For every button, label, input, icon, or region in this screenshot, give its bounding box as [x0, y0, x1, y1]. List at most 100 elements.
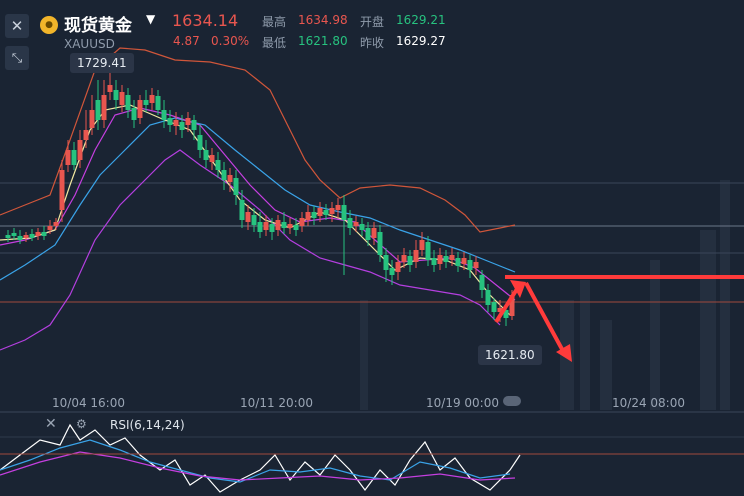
- symbol-code: XAUUSD: [64, 37, 115, 51]
- scroll-handle[interactable]: [503, 396, 521, 406]
- candle-body: [233, 178, 239, 195]
- rsi-14-line: [0, 439, 511, 483]
- candle-body: [485, 290, 491, 305]
- candle-body: [197, 135, 203, 150]
- candle-body: [113, 90, 119, 100]
- open-value: 1629.21: [396, 13, 446, 27]
- low-value: 1621.80: [298, 34, 348, 48]
- candle-body: [347, 218, 353, 228]
- candle-body: [83, 130, 89, 140]
- price-change: 4.87: [173, 34, 200, 48]
- candle-body: [359, 224, 365, 230]
- bollinger-lower-line: [0, 149, 501, 351]
- candle-body: [305, 212, 311, 220]
- candle-body: [299, 218, 305, 226]
- candle-body: [65, 150, 71, 165]
- candle-body: [23, 235, 29, 238]
- candle-body: [35, 232, 41, 236]
- candle-body: [269, 224, 275, 232]
- candle-body: [161, 110, 167, 120]
- candle-body: [449, 255, 455, 260]
- candle-body: [47, 226, 53, 230]
- candle-body: [377, 232, 383, 255]
- candle-body: [239, 200, 245, 220]
- fullscreen-toggle-button[interactable]: ⤡: [5, 46, 29, 70]
- candle-body: [395, 262, 401, 272]
- candle-body: [293, 225, 299, 230]
- candle-body: [41, 232, 47, 236]
- candle-body: [101, 95, 107, 120]
- candle-body: [53, 222, 59, 226]
- collapse-arrows-icon: ⤡: [11, 50, 23, 66]
- candle-body: [251, 215, 257, 225]
- candle-body: [131, 108, 137, 120]
- price-change-pct: 0.30%: [211, 34, 250, 48]
- red-annotation: [494, 275, 744, 362]
- chevron-down-icon[interactable]: ▼: [146, 12, 156, 26]
- candle-body: [431, 258, 437, 265]
- gold-logo-icon: ●: [40, 16, 58, 34]
- candle-body: [11, 233, 17, 236]
- instrument-title[interactable]: 现货黄金: [64, 16, 132, 36]
- candle-body: [17, 236, 23, 240]
- grid-lines: [0, 182, 744, 438]
- candle-body: [413, 250, 419, 262]
- background-decoration: [360, 180, 730, 410]
- candle-body: [173, 120, 179, 126]
- candle-body: [455, 258, 461, 266]
- max-price-tag: 1729.41: [70, 53, 134, 73]
- candle-body: [191, 120, 197, 130]
- candle-body: [215, 160, 221, 170]
- current-price: 1634.14: [172, 11, 239, 30]
- candle-body: [221, 170, 227, 180]
- low-label: 最低: [262, 36, 287, 50]
- candle-body: [461, 258, 467, 264]
- candle-body: [5, 235, 11, 238]
- candle-body: [209, 155, 215, 162]
- candle-body: [95, 100, 101, 120]
- high-value: 1634.98: [298, 13, 348, 27]
- ma-mid-line: [0, 107, 516, 301]
- candle-body: [473, 262, 479, 268]
- candle-body: [323, 210, 329, 215]
- candle-body: [137, 100, 143, 118]
- candle-body: [335, 205, 341, 210]
- min-price-tag: 1621.80: [478, 345, 542, 365]
- candle-body: [509, 295, 515, 316]
- candle-body: [107, 85, 113, 92]
- candle-body: [275, 220, 281, 230]
- candle-body: [263, 222, 269, 230]
- candle-body: [311, 212, 317, 218]
- candle-body: [341, 205, 347, 220]
- candle-body: [383, 255, 389, 270]
- candle-body: [257, 222, 263, 232]
- candle-body: [155, 96, 161, 110]
- x-axis-label: 10/04 16:00: [52, 396, 125, 410]
- candle-body: [227, 175, 233, 182]
- candle-body: [29, 234, 35, 238]
- close-icon: ✕: [10, 17, 24, 35]
- candle-body: [125, 95, 131, 110]
- candle-body: [245, 212, 251, 222]
- ma-long-line: [0, 117, 516, 281]
- settings-gear-icon[interactable]: ⚙: [76, 417, 87, 431]
- candle-body: [281, 222, 287, 228]
- open-label: 开盘: [360, 15, 385, 29]
- candle-body: [503, 310, 509, 318]
- candle-body: [71, 150, 77, 165]
- candle-body: [89, 110, 95, 128]
- candle-body: [185, 118, 191, 125]
- close-button[interactable]: ✕: [5, 14, 29, 38]
- candle-body: [389, 268, 395, 275]
- candle-body: [419, 240, 425, 250]
- close-indicator-icon[interactable]: ✕: [45, 416, 57, 432]
- bollinger-upper-line: [0, 47, 516, 233]
- x-axis-label: 10/24 08:00: [612, 396, 685, 410]
- candle-body: [353, 222, 359, 226]
- candle-body: [479, 275, 485, 290]
- x-axis-label: 10/11 20:00: [240, 396, 313, 410]
- candle-body: [401, 255, 407, 262]
- rsi-24-line: [0, 451, 516, 481]
- candle-body: [443, 256, 449, 262]
